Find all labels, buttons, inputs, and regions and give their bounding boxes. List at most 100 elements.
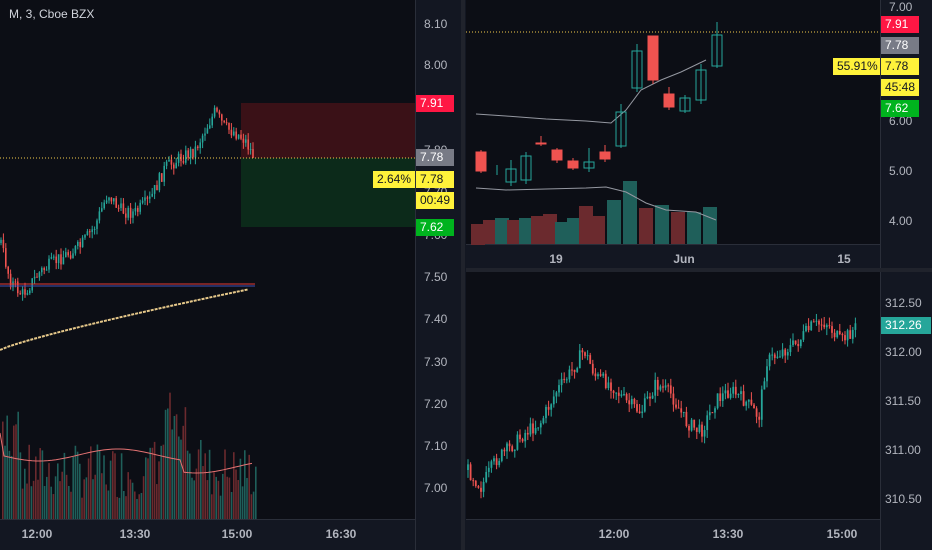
pane-splitter-horizontal[interactable] [466,268,932,272]
rb-candle [659,386,662,390]
volume-bar [101,473,103,519]
volume-bar [85,477,88,519]
volume-bar [222,473,224,519]
stop-loss-zone [241,103,415,158]
rb-candle [758,416,761,420]
left-candle [9,273,12,288]
rt-bar-countdown-label: 45:48 [881,79,919,96]
volume-bar [162,444,165,519]
percent-price-label: 7.78 [416,171,454,188]
left-candle [67,252,69,256]
rt-candle [567,160,579,169]
volume-bar [129,479,132,519]
rb-candle [560,378,563,386]
rb-candle [711,412,714,414]
volume-bar [46,476,48,519]
left-chart-plot[interactable] [0,0,415,519]
rb-candle [542,418,545,424]
left-candle [96,220,98,229]
rb-candle [836,331,839,338]
pane-splitter-vertical[interactable] [461,0,465,550]
right-top-chart-pane[interactable] [466,0,880,244]
left-candle [182,161,185,163]
rt-candle [475,151,487,172]
rb-candle [547,406,550,410]
volume-bar [208,449,211,519]
left-candle [158,173,161,191]
rb-candle [828,325,831,327]
left-candle [204,133,206,136]
volume-bar [94,474,96,519]
rb-candle [469,464,472,481]
volume-bar [21,488,24,519]
rb-candle [680,408,683,413]
left-candle [163,165,165,182]
rb-candle [792,340,794,346]
rb-candle [591,363,594,374]
rb-candle [784,349,787,356]
rt-price-tick: 6.00 [889,114,913,128]
volume-bar [76,451,79,519]
rb-candle [552,396,555,405]
left-candle [57,254,60,264]
rb-candle [745,401,748,406]
volume-bar [151,447,154,519]
rb-candle [643,398,646,412]
symbol-header[interactable]: M, 3, Cboe BZX [9,7,95,21]
rb-candle [467,464,469,470]
rb-candle [669,385,672,394]
rb-candle [589,355,592,364]
rb-candle [675,404,677,408]
left-candle [105,200,108,203]
rb-candle [677,407,680,409]
left-candle [153,185,156,194]
rt-candle [551,149,563,161]
rb-candle [734,386,737,395]
left-candle [228,122,230,130]
rb-candle [753,404,755,409]
rb-candle [584,352,586,356]
rb-candle [487,467,490,472]
rb-candle [654,379,657,396]
right-top-chart-plot[interactable] [466,0,880,245]
left-candle [26,293,29,295]
right-price-axis-border [880,0,881,550]
volume-bar [607,200,621,244]
rt-candle [663,93,675,108]
volume-bar [211,494,213,519]
rb-candle [849,330,852,339]
volume-bar [127,472,129,519]
left-candle [19,293,21,295]
rt-candle [583,161,595,169]
volume-bar [145,457,147,519]
rt-candle [647,35,659,81]
rb-candle [545,406,547,419]
rb-candle [781,349,784,357]
rb-candle [633,398,636,405]
rb-time-tick: 12:00 [598,527,630,541]
rb-candle [747,399,750,402]
rb-candle [472,480,475,482]
right-bottom-chart-plot[interactable] [466,272,880,519]
volume-bar [519,218,533,244]
rb-candle [708,412,711,416]
left-candle [91,229,93,233]
left-candle [60,254,62,265]
left-candle [89,231,91,233]
rb-time-tick: 15:00 [826,527,858,541]
rb-candle [773,354,776,358]
rb-candle [729,393,732,398]
rt-last-price-label: 7.78 [881,37,919,54]
volume-bar [226,476,228,519]
volume-bar [215,476,217,519]
volume-bar [24,468,26,519]
volume-bar [6,415,8,519]
left-candle [81,237,84,248]
volume-bar [233,452,235,519]
volume-bar [41,450,44,519]
left-chart-pane[interactable] [0,0,415,519]
rb-candle [573,369,576,372]
volume-bar [83,479,85,519]
rb-candle [537,427,540,429]
left-candle [245,139,247,143]
